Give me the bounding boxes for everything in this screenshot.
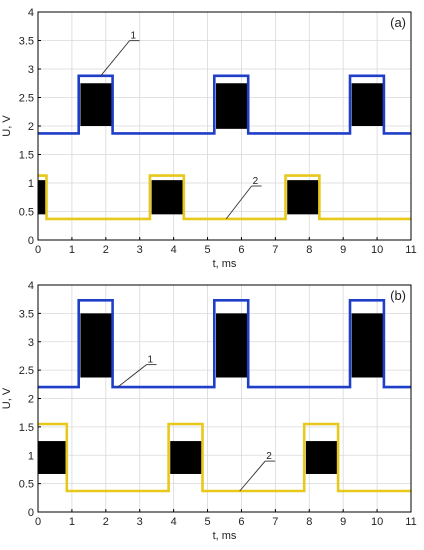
x-tick-label: 6 <box>238 516 244 528</box>
panel-label: (b) <box>390 288 406 303</box>
y-tick-label: 2.5 <box>19 365 34 377</box>
x-axis-label: t, ms <box>213 258 237 270</box>
x-tick-label: 7 <box>272 516 278 528</box>
x-tick-label: 5 <box>204 516 210 528</box>
x-tick-label: 1 <box>69 516 75 528</box>
y-tick-label: 3 <box>28 64 34 76</box>
series-line-1 <box>38 298 411 389</box>
pulse-block <box>216 313 249 378</box>
y-tick-label: 2 <box>28 121 34 133</box>
x-tick-label: 7 <box>272 244 278 256</box>
tick-labels: 0 1 2 3 4 5 6 7 8 9 10 11 0 0.5 1 1.5 2 2.5 3 3.5 4 <box>19 7 417 256</box>
y-tick-label: 0 <box>28 507 34 519</box>
x-tick-label: 3 <box>137 516 143 528</box>
y-tick-label: 0.5 <box>19 479 34 491</box>
pulse-block <box>216 83 249 129</box>
callout-leader <box>117 364 147 388</box>
y-tick-label: 4 <box>28 7 34 19</box>
y-tick-label: 4 <box>28 280 34 292</box>
y-tick-label: 0 <box>28 235 34 247</box>
callout-leader <box>239 460 266 492</box>
pulse-block <box>151 180 184 215</box>
pulse-block <box>38 441 67 474</box>
x-tick-label: 10 <box>371 244 383 256</box>
series-2: 2 <box>38 174 411 221</box>
x-tick-label: 8 <box>306 244 312 256</box>
x-tick-label: 10 <box>371 516 383 528</box>
chart-panel-b: 1 2 0 1 2 3 4 5 6 7 8 9 10 11 0 0.5 1 1.5 2 2.5 3 3.5 4 t, ms U,… <box>1 280 417 542</box>
pulse-block <box>80 313 113 378</box>
y-tick-label: 1.5 <box>19 422 34 434</box>
y-tick-label: 1 <box>28 450 34 462</box>
x-tick-label: 8 <box>306 516 312 528</box>
series-line-2 <box>38 174 411 221</box>
series-line-2 <box>38 422 411 493</box>
x-axis-label: t, ms <box>213 530 237 542</box>
y-axis-label: U, V <box>1 115 13 137</box>
y-tick-label: 2 <box>28 394 34 406</box>
x-tick-label: 6 <box>238 244 244 256</box>
x-tick-label: 4 <box>171 244 177 256</box>
y-tick-label: 1 <box>28 178 34 190</box>
y-axis-label: U, V <box>1 387 13 409</box>
series-label-1: 1 <box>148 355 154 366</box>
series-label-2: 2 <box>266 451 272 462</box>
y-tick-label: 1.5 <box>19 150 34 162</box>
panel-label: (a) <box>390 15 406 30</box>
y-tick-label: 2.5 <box>19 93 34 105</box>
callout-leader <box>225 185 252 220</box>
pulse-block <box>351 83 384 126</box>
chart-panel-a: 1 2 0 1 2 3 4 5 6 7 8 9 10 11 0 0.5 1 1.5 2 2.5 3 3.5 4 t, ms U,… <box>1 7 417 270</box>
pulse-block <box>38 180 47 215</box>
series-1: 1 <box>38 298 411 389</box>
x-tick-label: 11 <box>405 516 416 528</box>
callout-leader <box>100 40 130 77</box>
x-tick-label: 3 <box>137 244 143 256</box>
x-tick-label: 4 <box>171 516 177 528</box>
x-tick-label: 2 <box>103 516 109 528</box>
series-line-1 <box>38 74 411 135</box>
x-tick-label: 0 <box>35 244 41 256</box>
x-tick-label: 5 <box>204 244 210 256</box>
y-tick-label: 3.5 <box>19 36 34 48</box>
series-label-2: 2 <box>253 176 259 187</box>
x-tick-label: 9 <box>340 516 346 528</box>
series-1: 1 <box>38 31 411 135</box>
x-tick-label: 2 <box>103 244 109 256</box>
x-tick-label: 0 <box>35 516 41 528</box>
pulse-block <box>351 313 384 378</box>
x-tick-label: 11 <box>405 244 416 256</box>
x-tick-label: 1 <box>69 244 75 256</box>
series-label-1: 1 <box>131 31 137 42</box>
x-tick-label: 9 <box>340 244 346 256</box>
y-tick-label: 3 <box>28 337 34 349</box>
pulse-block <box>170 441 203 474</box>
series-2: 2 <box>38 422 411 493</box>
tick-labels: 0 1 2 3 4 5 6 7 8 9 10 11 0 0.5 1 1.5 2 2.5 3 3.5 4 <box>19 280 417 528</box>
pulse-block <box>80 83 113 126</box>
y-tick-label: 0.5 <box>19 207 34 219</box>
y-tick-label: 3.5 <box>19 308 34 320</box>
pulse-block <box>287 180 320 215</box>
pulse-block <box>305 441 339 474</box>
